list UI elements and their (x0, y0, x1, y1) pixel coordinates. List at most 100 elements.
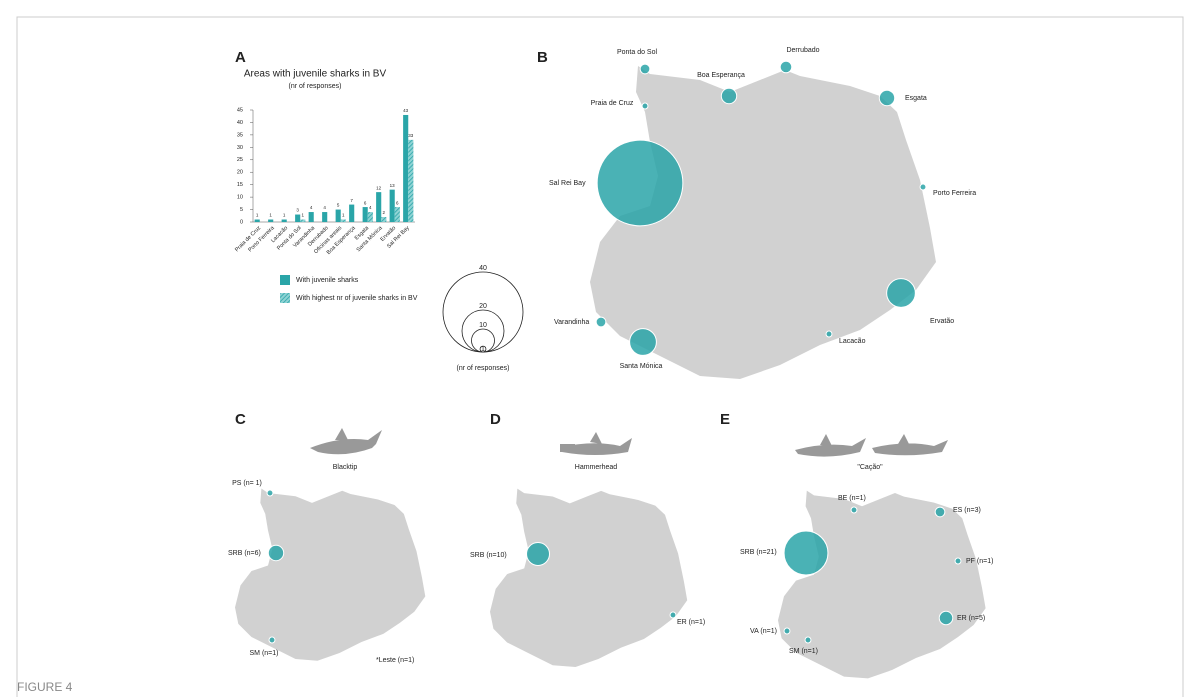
bar (295, 214, 301, 222)
bar (362, 207, 368, 222)
value-label: 4 (323, 205, 326, 210)
shark-icons (310, 428, 948, 457)
location-bubble (267, 544, 285, 562)
location-bubble (629, 328, 657, 356)
y-tick-label: 25 (237, 157, 243, 163)
y-tick-label: 40 (237, 120, 243, 126)
location-bubble (595, 316, 607, 328)
y-tick-label: 5 (240, 207, 243, 213)
y-tick-label: 10 (237, 195, 243, 201)
value-label: 43 (403, 108, 409, 113)
location-bubble (596, 139, 684, 227)
location-label: ES (n=3) (953, 507, 981, 514)
location-label: Varandinha (554, 319, 589, 326)
location-label: Praia de Cruz (591, 100, 634, 107)
island-map (490, 488, 688, 667)
bar (376, 192, 382, 222)
y-tick-label: 45 (237, 107, 243, 113)
legend-swatch (280, 275, 290, 285)
value-label: 6 (396, 200, 399, 205)
size-legend-title: (nr of responses) (457, 365, 510, 372)
location-bubble (779, 60, 793, 74)
location-bubble (934, 506, 946, 518)
bar (394, 207, 400, 222)
value-label: 1 (256, 213, 259, 218)
value-label: 1 (342, 213, 345, 218)
location-label: Santa Mónica (620, 363, 663, 370)
value-label: 7 (350, 198, 353, 203)
value-label: 5 (337, 203, 340, 208)
size-legend-label: 20 (479, 303, 487, 310)
size-legend-label: 10 (479, 322, 487, 329)
panel-label: C (235, 411, 246, 428)
location-label: SRB (n=21) (740, 549, 777, 556)
value-label: 12 (376, 185, 382, 190)
size-legend-circle (479, 345, 487, 353)
size-legend-label: 40 (479, 265, 487, 272)
island-map (235, 488, 426, 661)
value-label: 1 (283, 213, 286, 218)
location-bubble (938, 610, 954, 626)
location-bubble (919, 183, 927, 191)
y-tick-label: 20 (237, 170, 243, 176)
location-label: PS (n= 1) (232, 480, 262, 487)
bar (308, 212, 314, 222)
chart-subtitle: (nr of responses) (289, 83, 342, 90)
location-label: Ervatão (930, 318, 954, 325)
location-label: Boa Esperança (697, 72, 745, 79)
bar (335, 209, 341, 222)
location-label: SM (n=1) (250, 650, 279, 657)
frame (16, 16, 1184, 697)
location-label: Derrubado (786, 47, 819, 54)
bar (349, 204, 355, 222)
location-bubble (954, 557, 962, 565)
location-label: VA (n=1) (750, 628, 777, 635)
location-label: ER (n=5) (957, 615, 985, 622)
location-label: SRB (n=10) (470, 552, 507, 559)
value-label: 3 (296, 208, 299, 213)
y-tick-label: 30 (237, 145, 243, 151)
location-bubble (639, 63, 651, 75)
location-label: SM (n=1) (789, 648, 818, 655)
panel-label: A (235, 49, 246, 66)
location-bubble (720, 87, 738, 105)
y-tick-label: 35 (237, 132, 243, 138)
value-label: 13 (390, 183, 396, 188)
bar (268, 219, 274, 222)
location-bubble (886, 278, 916, 308)
size-legend-circle (442, 271, 524, 353)
bar (389, 189, 395, 222)
panel-label: E (720, 411, 730, 428)
value-label: 4 (310, 205, 313, 210)
shark-name: Blacktip (333, 464, 358, 471)
location-label: Ponta do Sol (617, 49, 658, 56)
bar (254, 219, 260, 222)
panel-label: B (537, 49, 548, 66)
location-bubble (783, 627, 791, 635)
bar (381, 217, 387, 222)
location-label: BE (n=1) (838, 495, 866, 502)
location-bubble (641, 102, 649, 110)
chart-title: Areas with juvenile sharks in BV (244, 69, 387, 80)
bar (300, 219, 306, 222)
location-label: Sal Rei Bay (549, 180, 586, 187)
location-bubble (878, 89, 896, 107)
value-label: 33 (408, 133, 414, 138)
location-bubble (804, 636, 812, 644)
bar (367, 212, 373, 222)
location-bubble (783, 530, 829, 576)
location-label: ER (n=1) (677, 619, 705, 626)
location-label: Porto Ferreira (933, 190, 976, 197)
shark-name: "Cação" (857, 464, 883, 471)
value-label: 2 (383, 210, 386, 215)
value-label: 1 (269, 213, 272, 218)
legend-label: With juvenile sharks (296, 277, 359, 284)
bar (403, 114, 409, 222)
shark-name: Hammerhead (575, 464, 618, 471)
value-label: 4 (369, 205, 372, 210)
bar (281, 219, 287, 222)
legend-label: With highest nr of juvenile sharks in BV (296, 295, 418, 302)
location-bubble (850, 506, 858, 514)
bar (322, 212, 328, 222)
